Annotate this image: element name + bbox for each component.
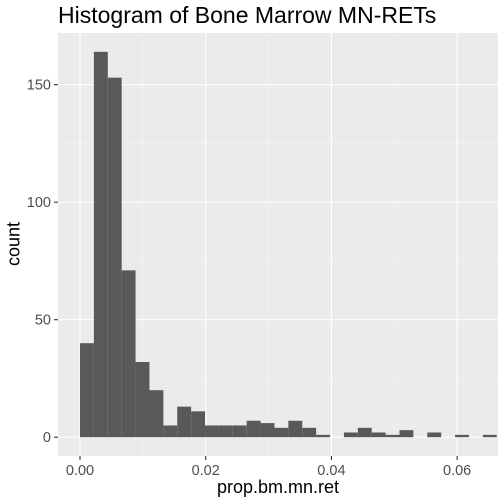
histogram-bar <box>357 427 372 438</box>
y-tick-label: 50 <box>35 313 51 329</box>
x-tick-label: 0.00 <box>66 463 94 479</box>
histogram-bar <box>218 425 233 438</box>
histogram-bar <box>246 420 261 438</box>
histogram-bar <box>177 406 192 438</box>
histogram-bar <box>149 390 164 438</box>
histogram-bar <box>191 411 206 438</box>
histogram-bar <box>232 425 247 438</box>
histogram-bar <box>302 427 317 438</box>
histogram-bar <box>455 434 469 438</box>
histogram-bar <box>427 432 442 438</box>
x-tick-label: 0.02 <box>192 463 220 479</box>
y-tick-label: 150 <box>27 78 51 94</box>
y-tick-label: 100 <box>27 195 51 211</box>
x-tick-label: 0.04 <box>317 463 345 479</box>
y-tick-label: 0 <box>43 430 51 446</box>
histogram-bar <box>399 430 414 438</box>
histogram-bar <box>205 425 219 438</box>
histogram-bar <box>371 432 386 438</box>
histogram-bar <box>107 77 122 438</box>
histogram-bar <box>163 425 178 438</box>
x-axis-label: prop.bm.mn.ret <box>216 477 340 497</box>
histogram-bar <box>121 270 136 438</box>
histogram-bar <box>482 434 497 438</box>
histogram-bar <box>260 423 275 438</box>
histogram-bar <box>274 427 289 438</box>
histogram-bar <box>288 420 303 438</box>
histogram-bar <box>343 432 358 438</box>
histogram-bar <box>135 362 150 438</box>
histogram-bar <box>316 434 331 438</box>
histogram-bar <box>80 343 94 438</box>
chart-title: Histogram of Bone Marrow MN-RETs <box>58 2 437 28</box>
histogram-bar <box>385 434 400 438</box>
x-tick-label: 0.06 <box>443 463 471 479</box>
histogram-bar <box>93 51 108 438</box>
